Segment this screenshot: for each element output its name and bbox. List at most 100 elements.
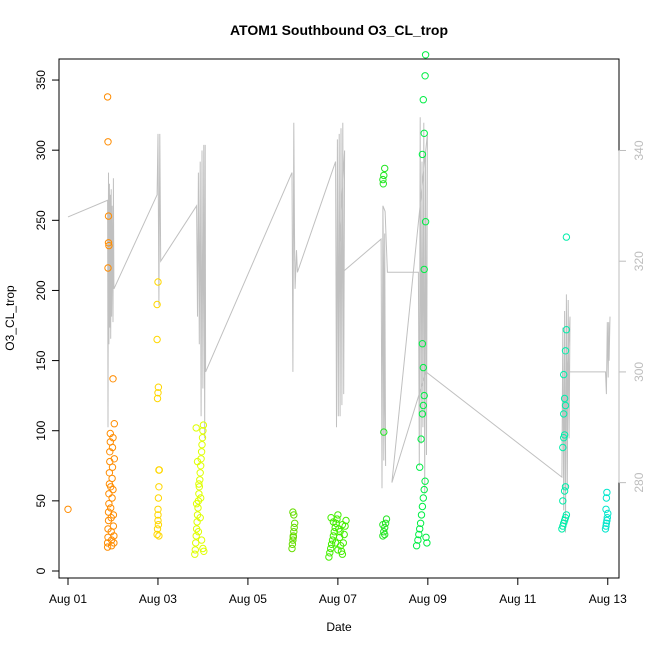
y-axis-label: O3_CL_trop	[3, 285, 17, 351]
data-point	[154, 521, 163, 529]
data-point	[108, 443, 117, 452]
data-point	[198, 434, 207, 442]
series-group	[191, 421, 208, 558]
data-point	[423, 539, 431, 547]
data-point	[339, 539, 347, 547]
data-point	[381, 164, 389, 173]
data-point	[155, 532, 163, 540]
data-point	[191, 546, 200, 554]
y-tick-label: 250	[34, 210, 48, 230]
data-point	[192, 532, 200, 540]
data-point	[337, 547, 346, 555]
data-point	[153, 530, 161, 539]
data-point	[103, 93, 112, 101]
data-point	[155, 483, 163, 491]
data-point	[325, 553, 333, 561]
data-point	[326, 549, 334, 557]
data-point	[559, 497, 567, 505]
data-point	[418, 150, 427, 159]
data-point	[103, 543, 112, 551]
data-point	[418, 410, 427, 418]
data-point	[560, 431, 569, 439]
series-group	[412, 51, 431, 550]
data-point	[153, 335, 161, 344]
y-tick-label: 100	[34, 420, 48, 440]
data-point	[154, 389, 162, 397]
data-point	[104, 212, 113, 220]
data-point	[109, 522, 118, 530]
data-point	[104, 138, 112, 146]
data-point	[562, 511, 571, 519]
data-point	[415, 530, 423, 539]
data-point	[107, 504, 115, 512]
data-point	[414, 536, 422, 544]
x-tick-label: Aug 13	[589, 592, 627, 606]
points-layer	[64, 51, 612, 561]
data-point	[110, 532, 118, 540]
data-point	[602, 505, 610, 513]
x-tick-label: Aug 05	[229, 592, 267, 606]
data-point	[108, 463, 117, 471]
y2-tick-label: 280	[632, 472, 646, 492]
y-tick-label: 0	[34, 567, 48, 574]
y-tick-label: 350	[34, 70, 48, 90]
data-point	[192, 424, 200, 432]
data-point	[110, 455, 119, 463]
secondary-line-layer	[67, 117, 611, 533]
data-point	[197, 536, 206, 544]
data-point	[153, 394, 162, 403]
series-group	[558, 233, 571, 533]
data-point	[329, 518, 338, 526]
data-point	[601, 525, 610, 533]
data-point	[417, 511, 426, 519]
data-point	[602, 494, 611, 502]
data-point	[105, 241, 113, 250]
data-point	[560, 394, 569, 403]
data-point	[421, 218, 430, 226]
series-group	[64, 93, 119, 551]
x-tick-label: Aug 03	[139, 592, 177, 606]
data-point	[64, 505, 72, 513]
y2-tick-label: 320	[632, 251, 646, 271]
data-point	[562, 326, 571, 334]
data-point	[338, 550, 347, 558]
data-point	[194, 528, 203, 536]
data-point	[196, 469, 204, 477]
data-point	[381, 530, 389, 539]
x-tick-label: Aug 09	[409, 592, 447, 606]
data-point	[197, 448, 206, 456]
data-point	[289, 536, 297, 544]
data-point	[331, 539, 340, 547]
data-point	[603, 514, 611, 522]
data-point	[154, 511, 162, 519]
data-point	[419, 494, 427, 502]
data-point	[420, 129, 428, 138]
data-point	[603, 488, 611, 497]
data-point	[418, 340, 427, 348]
data-point	[109, 375, 117, 383]
y-tick-label: 50	[34, 494, 48, 508]
data-point	[289, 533, 297, 541]
data-point	[336, 528, 344, 536]
data-point	[419, 363, 427, 372]
data-point	[197, 494, 205, 502]
data-point	[421, 72, 429, 80]
series-group	[153, 278, 164, 540]
data-point	[192, 500, 201, 508]
data-point	[327, 514, 335, 522]
data-point	[419, 401, 427, 410]
chart-title: ATOM1 Southbound O3_CL_trop	[230, 22, 448, 38]
y-axis: 0 50 100 150 200 250 300 350	[34, 70, 60, 574]
data-point	[334, 511, 342, 519]
data-point	[603, 516, 611, 525]
data-point	[560, 410, 568, 418]
data-point	[560, 487, 569, 495]
data-point	[291, 519, 299, 527]
y-tick-label: 200	[34, 280, 48, 300]
data-point	[192, 539, 200, 547]
series-group	[601, 488, 612, 533]
data-point	[420, 485, 428, 494]
x-tick-label: Aug 07	[319, 592, 357, 606]
